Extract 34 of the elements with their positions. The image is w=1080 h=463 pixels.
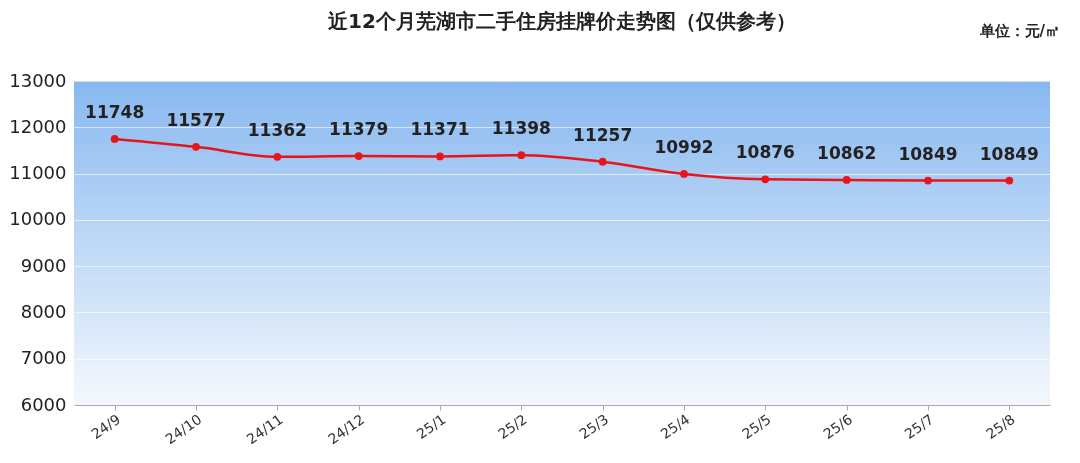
y-tick-label: 10000 [9,208,67,230]
point [354,152,363,160]
data-label: 11398 [491,118,551,139]
point [680,170,688,178]
data-label: 11257 [573,124,633,145]
data-label: 10876 [735,142,795,163]
point [517,151,526,160]
data-label: 10992 [654,136,714,157]
data-label: 10849 [979,143,1039,164]
point [761,175,770,184]
data-label: 11379 [329,119,389,140]
data-label: 11748 [85,101,145,122]
data-label: 11362 [247,119,307,140]
point [924,176,932,185]
data-label: 10849 [898,143,958,164]
point [273,152,282,161]
chart-title: 近12个月芜湖市二手住房挂牌价走势图（仅供参考） [327,9,796,33]
y-tick-label: 9000 [20,254,67,276]
data-label: 11371 [410,119,470,140]
point [192,143,200,151]
y-tick-label: 12000 [9,115,67,137]
y-tick-label: 13000 [9,69,67,91]
point [1005,176,1014,185]
point [598,157,607,166]
point [110,135,119,143]
y-tick-label: 8000 [20,300,67,322]
y-tick-label: 11000 [9,162,67,184]
y-tick-label: 7000 [20,347,67,369]
y-tick-label: 6000 [20,393,67,415]
data-label: 11577 [166,109,226,130]
text: 单位：元/㎡ [979,22,1060,41]
point [842,176,851,184]
data-label: 10862 [817,142,877,163]
point [436,152,444,161]
